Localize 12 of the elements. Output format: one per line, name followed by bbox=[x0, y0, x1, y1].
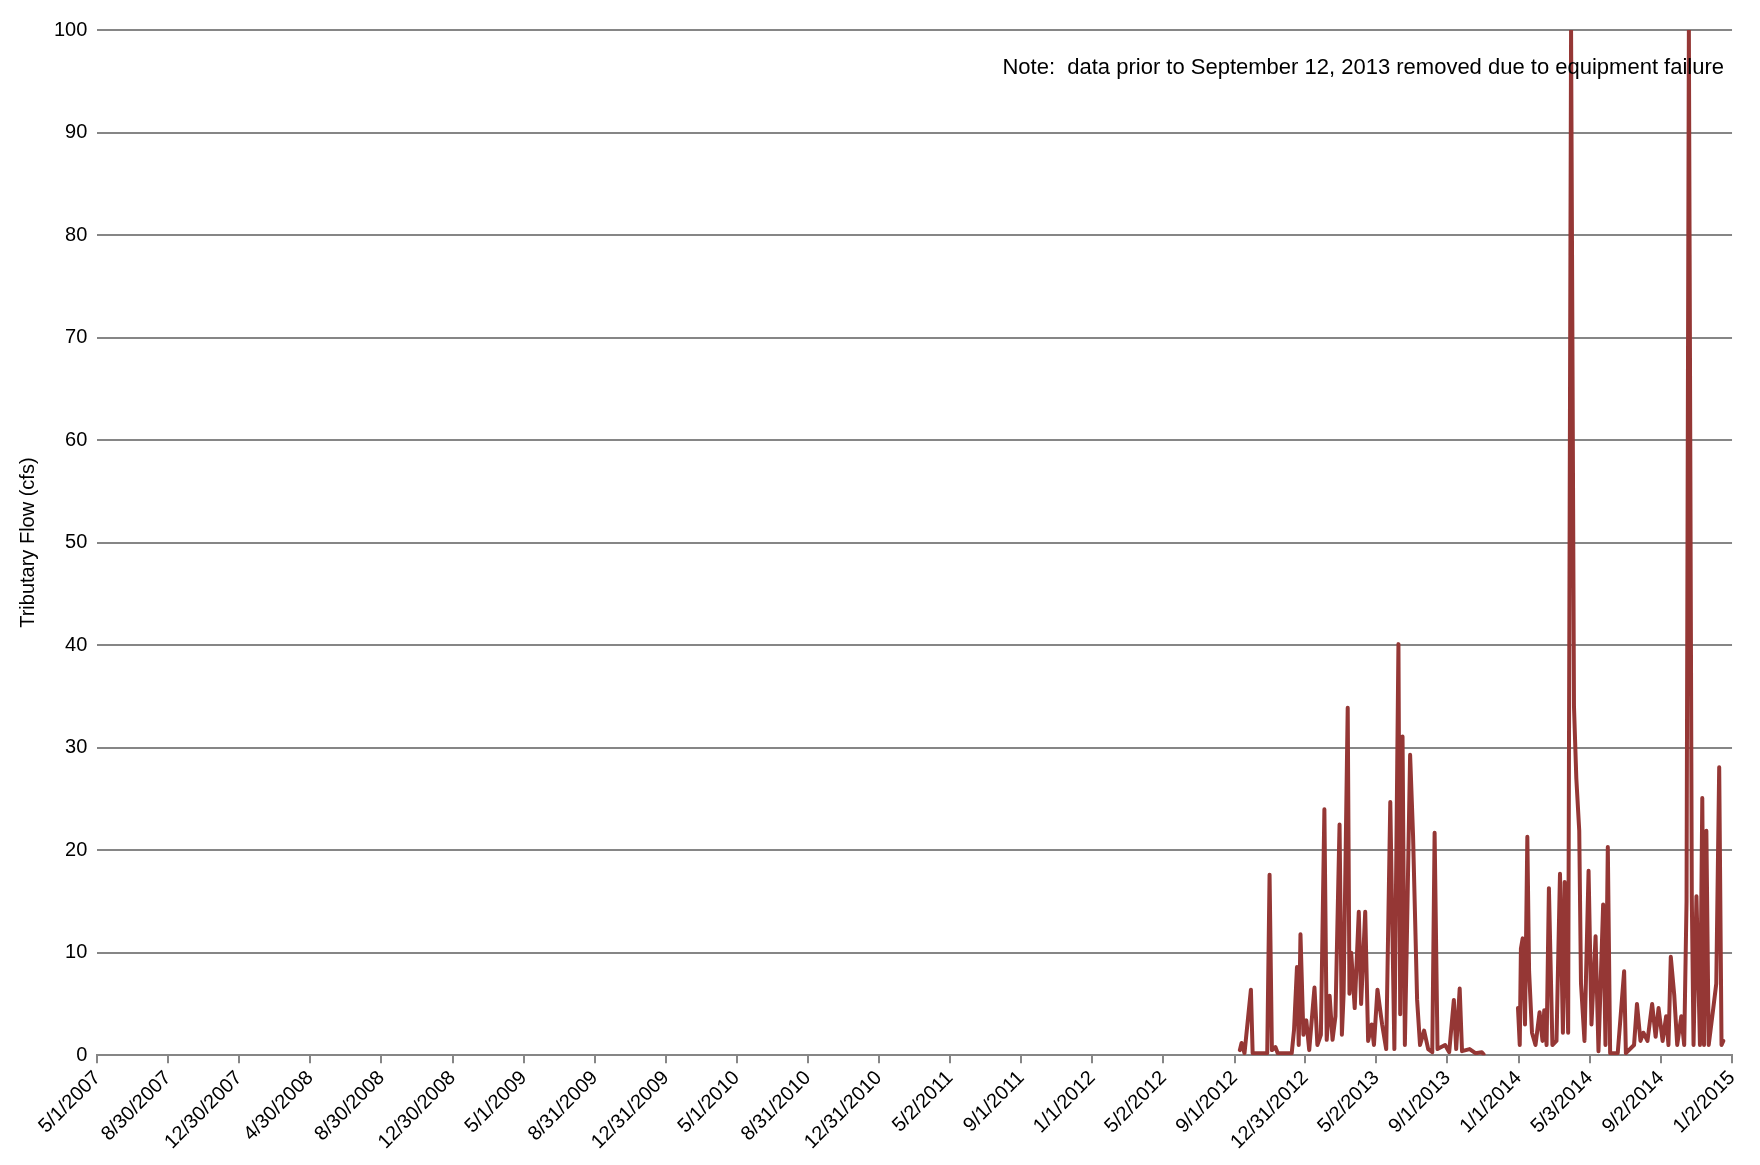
y-tick-label: 90 bbox=[65, 120, 88, 143]
y-axis-title: Tributary Flow (cfs) bbox=[15, 457, 38, 628]
y-tick-label: 100 bbox=[53, 17, 88, 40]
y-tick-label: 50 bbox=[65, 530, 88, 553]
y-tick-label: 10 bbox=[65, 940, 88, 963]
y-tick-label: 40 bbox=[65, 632, 88, 655]
y-tick-label: 30 bbox=[65, 735, 88, 758]
y-tick-label: 70 bbox=[65, 325, 88, 348]
y-tick-label: 0 bbox=[76, 1042, 88, 1065]
y-tick-label: 80 bbox=[65, 222, 88, 245]
y-tick-label: 60 bbox=[65, 427, 88, 450]
y-tick-label: 20 bbox=[65, 837, 88, 860]
